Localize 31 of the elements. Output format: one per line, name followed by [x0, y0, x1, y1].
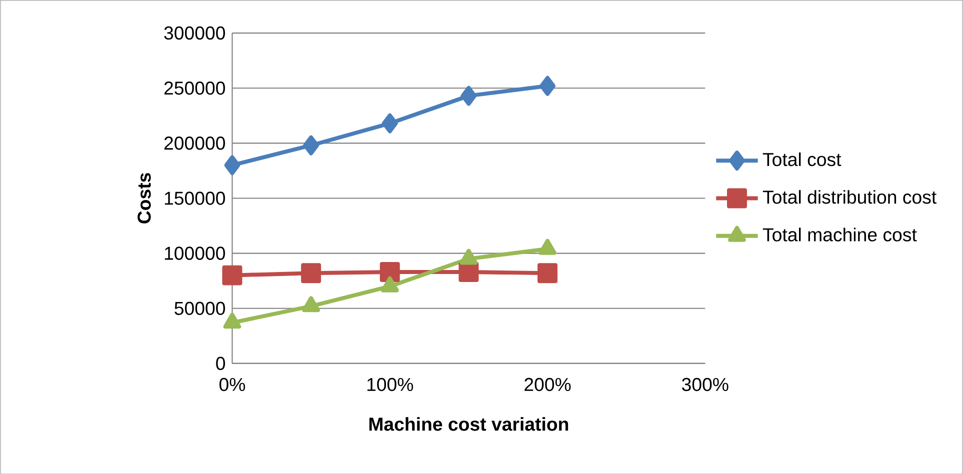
y-tick-label: 150000: [164, 191, 225, 205]
y-tick-label: 250000: [164, 81, 225, 95]
y-tick-label: 200000: [164, 136, 225, 150]
legend-label: Total cost: [762, 152, 842, 166]
point: [302, 296, 320, 312]
point: [301, 262, 322, 283]
x-tick-label: 300%: [682, 378, 728, 391]
x-tick-label: 100%: [367, 378, 414, 391]
y-tick-label: 300000: [164, 26, 225, 40]
y-tick-label: 50000: [174, 302, 225, 315]
x-axis-title: Machine cost variation: [369, 416, 568, 431]
y-tick-label: 0: [216, 356, 226, 370]
x-tick-label: 200%: [524, 378, 571, 391]
point: [458, 262, 479, 282]
point: [540, 76, 556, 96]
point: [303, 135, 320, 156]
point: [224, 155, 240, 175]
point: [382, 113, 398, 134]
point: [460, 248, 478, 265]
point: [223, 312, 242, 328]
point: [538, 262, 558, 283]
point: [538, 238, 556, 255]
point: [222, 265, 242, 286]
point: [380, 276, 399, 292]
point: [460, 86, 477, 106]
y-tick-label: 100000: [164, 246, 225, 260]
legend-label: Total distribution cost: [762, 190, 936, 204]
legend-label: Total machine cost: [762, 228, 917, 242]
point: [380, 262, 400, 282]
y-axis-title: Costs: [138, 172, 151, 224]
x-tick-label: 0%: [219, 378, 246, 391]
